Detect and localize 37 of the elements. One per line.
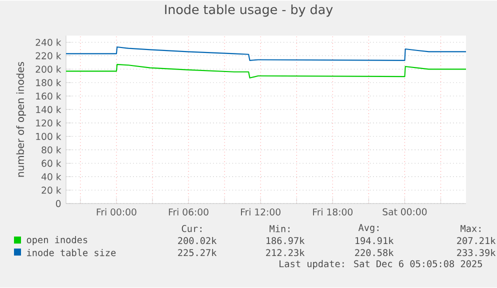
x-tick-label: Fri 06:00 <box>168 208 208 216</box>
text: Max: <box>460 225 480 232</box>
y-tick-label: 180 k <box>36 79 62 86</box>
x-tick-label: Fri 00:00 <box>96 208 136 216</box>
y-tick-label: 220 k <box>36 52 62 60</box>
y-tick-label: 20 k <box>42 186 62 194</box>
y-tick-label: 160 k <box>36 92 62 100</box>
line-series <box>66 46 466 62</box>
y-tick-label: 140 k <box>36 106 62 114</box>
x-tick-label: Sat 00:00 <box>382 208 427 216</box>
text: Cur: <box>182 225 202 232</box>
y-tick-label: 80 k <box>42 146 62 154</box>
y-tick-label: 240 k <box>36 38 62 46</box>
text: 233.39k <box>457 249 496 256</box>
text: Avg: <box>358 224 378 234</box>
line-series <box>66 64 466 79</box>
text: 212.23k <box>266 249 305 256</box>
text: 225.27k <box>178 249 217 256</box>
y-axis-title: number of open inodes <box>16 62 26 177</box>
chart-title: Inode table usage - by day <box>165 4 333 17</box>
y-tick-label: 100 k <box>36 132 62 140</box>
y-tick-label: 0 <box>56 200 61 208</box>
x-tick-label: Fri 18:00 <box>313 208 353 216</box>
text: Last update: Sat Dec 6 05:05:08 2025 <box>280 260 482 270</box>
y-tick-label: 120 k <box>36 120 62 127</box>
y-tick-label: 60 k <box>42 160 62 168</box>
text: 200.02k <box>178 237 217 244</box>
legend-label: open inodes <box>26 236 88 246</box>
y-tick-label: 200 k <box>36 66 62 73</box>
legend-label: inode table size <box>27 249 116 256</box>
text: 220.58k <box>355 249 394 256</box>
y-tick-label: 40 k <box>42 173 62 181</box>
text: 194.91k <box>356 237 394 244</box>
x-tick-label: Fri 12:00 <box>241 208 280 216</box>
text: Min: <box>270 225 290 232</box>
text: 186.97k <box>266 237 305 244</box>
text: 207.21k <box>457 237 496 244</box>
